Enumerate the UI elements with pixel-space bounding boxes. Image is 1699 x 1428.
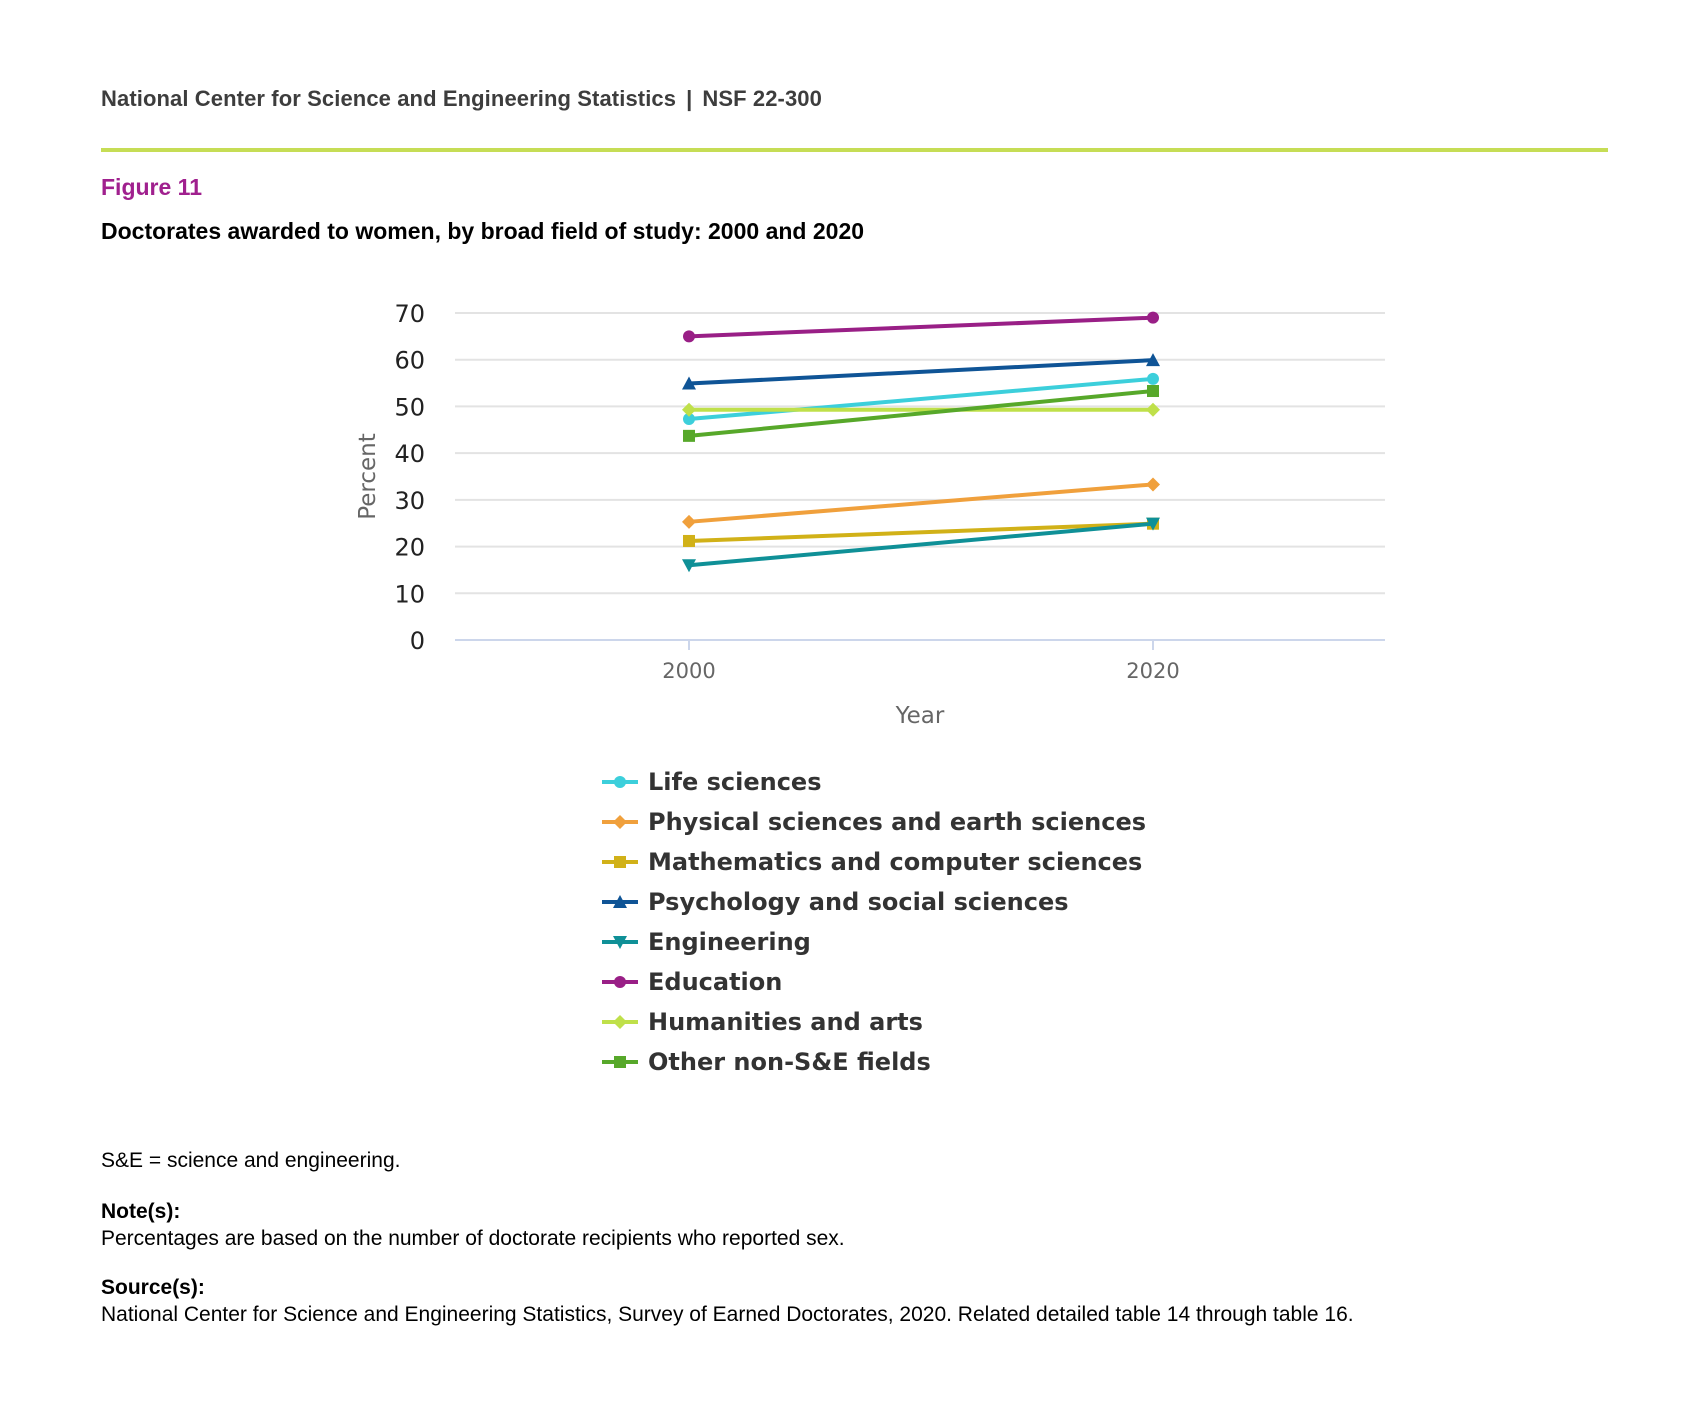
y-tick-label: 30	[394, 487, 425, 515]
series-line	[688, 358, 1154, 386]
series-line	[688, 315, 1154, 339]
org-name: National Center for Science and Engineer…	[101, 86, 677, 111]
report-number: NSF 22-300	[702, 86, 822, 111]
y-tick-label: 10	[394, 580, 425, 608]
data-point	[1147, 385, 1159, 398]
legend-label: Physical sciences and earth sciences	[648, 808, 1147, 836]
y-tick-label: 20	[394, 534, 425, 562]
series-line	[688, 521, 1154, 543]
legend-marker	[613, 815, 627, 829]
y-tick-label: 60	[394, 347, 425, 375]
data-point	[1147, 372, 1159, 385]
data-point	[683, 330, 695, 343]
legend-item[interactable]: Psychology and social sciences	[602, 882, 1146, 922]
legend-marker	[613, 1015, 627, 1029]
data-point	[1146, 353, 1160, 367]
report-header: National Center for Science and Engineer…	[101, 86, 822, 112]
data-point	[682, 559, 696, 573]
data-point	[682, 402, 696, 417]
figure-title: Doctorates awarded to women, by broad fi…	[101, 218, 865, 244]
abbreviation-note: S&E = science and engineering.	[101, 1149, 401, 1172]
header-divider	[101, 148, 1608, 152]
series-line	[688, 389, 1154, 438]
data-point	[1146, 477, 1160, 492]
x-tick-label: 2020	[1126, 659, 1179, 683]
legend-swatch	[602, 895, 638, 908]
sources-text: National Center for Science and Engineer…	[101, 1303, 1354, 1326]
data-point	[683, 413, 695, 426]
y-axis-title: Percent	[355, 433, 381, 520]
series-line	[688, 482, 1154, 524]
legend-label: Life sciences	[648, 768, 822, 796]
legend-item[interactable]: Mathematics and computer sciences	[602, 842, 1146, 882]
legend-item[interactable]: Life sciences	[602, 762, 1146, 802]
notes-text: Percentages are based on the number of d…	[101, 1227, 845, 1250]
legend-label: Psychology and social sciences	[648, 888, 1069, 916]
series-line	[688, 521, 1154, 568]
legend-swatch	[602, 936, 638, 949]
sources-heading: Source(s):	[101, 1276, 205, 1299]
y-tick-label: 50	[394, 393, 425, 421]
legend-label: Engineering	[648, 928, 811, 956]
notes-heading: Note(s):	[101, 1200, 181, 1223]
series-line	[688, 376, 1154, 422]
sources-block: Source(s): National Center for Science a…	[101, 1274, 1354, 1328]
notes-block: Note(s): Percentages are based on the nu…	[101, 1198, 845, 1252]
legend-item[interactable]: Physical sciences and earth sciences	[602, 802, 1146, 842]
legend-marker	[613, 895, 627, 908]
data-point	[1146, 517, 1160, 531]
data-point	[683, 534, 695, 547]
legend-swatch	[602, 815, 638, 829]
legend-label: Other non-S&E fields	[648, 1048, 931, 1076]
data-point	[682, 376, 696, 390]
data-point	[683, 429, 695, 442]
y-tick-label: 0	[410, 627, 425, 655]
legend-item[interactable]: Humanities and arts	[602, 1002, 1146, 1042]
x-axis-title: Year	[895, 703, 945, 729]
legend-swatch	[602, 1056, 638, 1068]
legend-marker	[614, 776, 626, 788]
legend-label: Education	[648, 968, 783, 996]
legend-label: Humanities and arts	[648, 1008, 923, 1036]
legend-item[interactable]: Engineering	[602, 922, 1146, 962]
legend-marker	[614, 1056, 626, 1068]
legend-swatch	[602, 856, 638, 868]
data-point	[1147, 311, 1159, 324]
line-chart: 0 10 20 30 40 50 60 70 2000 2020 Year Percent	[355, 300, 1385, 729]
legend-swatch	[602, 776, 638, 788]
legend-item[interactable]: Other non-S&E fields	[602, 1042, 1146, 1082]
y-tick-label: 70	[394, 300, 425, 328]
y-tick-label: 40	[394, 440, 425, 468]
chart-legend: Life sciences Physical sciences and earth…	[602, 762, 1146, 1082]
legend-item[interactable]: Education	[602, 962, 1146, 1002]
legend-swatch	[602, 1015, 638, 1029]
legend-marker	[613, 936, 627, 949]
header-separator: |	[686, 86, 693, 111]
legend-label: Mathematics and computer sciences	[648, 848, 1143, 876]
x-tick-label: 2000	[662, 659, 715, 683]
legend-marker	[614, 976, 626, 988]
data-point	[1146, 402, 1160, 417]
figure-label: Figure 11	[101, 174, 202, 200]
legend-marker	[614, 856, 626, 868]
legend-swatch	[602, 976, 638, 988]
data-point	[682, 514, 696, 529]
